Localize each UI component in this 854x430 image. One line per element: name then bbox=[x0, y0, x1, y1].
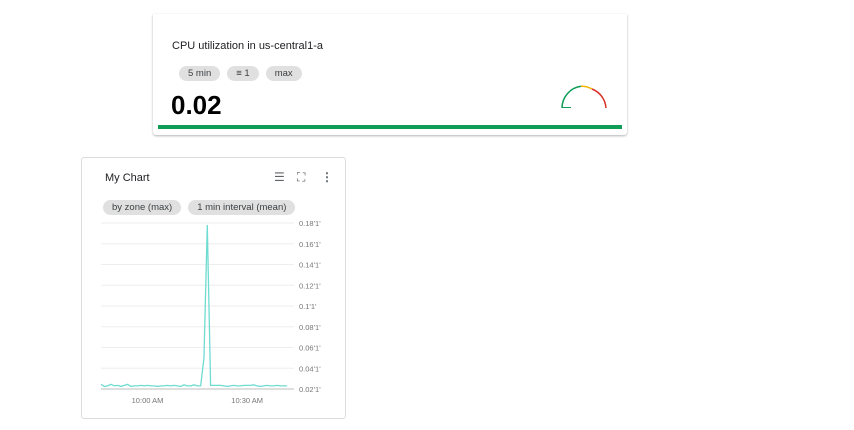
y-tick-label: 0.08'1' bbox=[299, 323, 321, 332]
filter-chip[interactable]: ≡ 1 bbox=[227, 66, 259, 81]
scorecard-title: CPU utilization in us-central1-a bbox=[172, 40, 324, 52]
chart-widget: My Chart ☰ ⛶ ⋮ by zone (max) 1 min inter… bbox=[81, 157, 346, 419]
legend-icon[interactable]: ☰ bbox=[274, 170, 285, 184]
x-tick-label: 10:30 AM bbox=[231, 396, 263, 405]
y-tick-label: 0.12'1' bbox=[299, 281, 321, 290]
group-by-chip[interactable]: by zone (max) bbox=[103, 200, 182, 215]
x-tick-label: 10:00 AM bbox=[132, 396, 164, 405]
scorecard-value: 0.02 bbox=[171, 90, 222, 120]
y-tick-label: 0.18'1' bbox=[299, 219, 321, 228]
series-line bbox=[100, 225, 287, 388]
y-tick-label: 0.06'1' bbox=[299, 344, 321, 353]
chart-title: My Chart bbox=[105, 172, 150, 184]
aggregation-chip[interactable]: max bbox=[265, 66, 302, 81]
filter-icon: ≡ bbox=[236, 68, 242, 79]
more-vert-icon[interactable]: ⋮ bbox=[321, 170, 333, 184]
scorecard-widget: CPU utilization in us-central1-a 5 min ≡… bbox=[153, 14, 627, 135]
gauge-icon bbox=[561, 85, 607, 109]
line-chart: 0.18'1' 0.16'1' 0.14'1' 0.12'1' 0.1'1' 0.08'1… bbox=[100, 219, 321, 405]
y-tick-label: 0.1'1' bbox=[299, 302, 317, 311]
fullscreen-icon[interactable]: ⛶ bbox=[297, 170, 306, 184]
interval-chip[interactable]: 1 min interval (mean) bbox=[188, 200, 296, 215]
y-tick-label: 0.02'1' bbox=[299, 385, 321, 394]
y-tick-label: 0.16'1' bbox=[299, 240, 321, 249]
y-tick-label: 0.14'1' bbox=[299, 261, 321, 270]
alignment-chip[interactable]: 5 min bbox=[179, 66, 221, 81]
threshold-bar bbox=[158, 125, 622, 129]
y-tick-label: 0.04'1' bbox=[299, 364, 321, 373]
